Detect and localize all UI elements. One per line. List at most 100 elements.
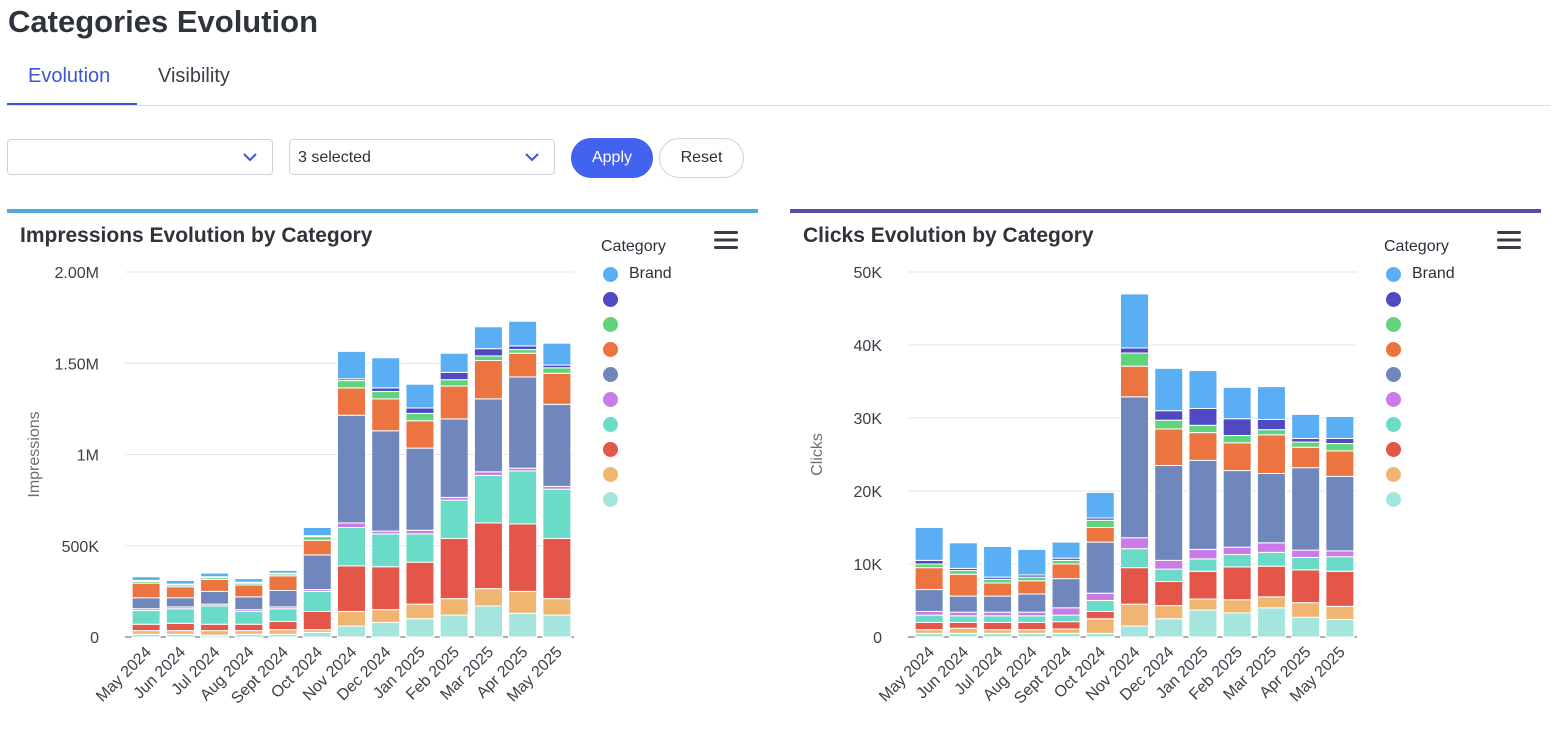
bar-segment[interactable] [405, 561, 435, 605]
hamburger-menu-icon[interactable] [1497, 230, 1521, 250]
bar-segment[interactable] [1051, 614, 1081, 623]
bar-segment[interactable] [508, 376, 538, 469]
bar-segment[interactable] [1154, 410, 1184, 421]
bar-segment[interactable] [1222, 612, 1252, 638]
bar-segment[interactable] [371, 533, 401, 568]
bar-segment[interactable] [268, 629, 298, 635]
bar-segment[interactable] [473, 326, 503, 350]
bar-segment[interactable] [1085, 618, 1115, 634]
bar-segment[interactable] [983, 582, 1013, 597]
bar-segment[interactable] [1154, 428, 1184, 466]
bar-segment[interactable] [983, 595, 1013, 613]
bar-segment[interactable] [1291, 556, 1321, 571]
bar-segment[interactable] [268, 575, 298, 591]
bar-segment[interactable] [337, 610, 366, 627]
bar-segment[interactable] [473, 588, 503, 607]
bar-segment[interactable] [1188, 432, 1218, 461]
bar-segment[interactable] [200, 630, 230, 636]
bar-segment[interactable] [302, 631, 332, 638]
bar-segment[interactable] [1188, 558, 1218, 572]
bar-segment[interactable] [473, 348, 503, 357]
bar-segment[interactable] [1188, 459, 1218, 550]
bar-segment[interactable] [508, 349, 538, 354]
bar-segment[interactable] [1222, 599, 1252, 614]
bar-segment[interactable] [371, 430, 401, 532]
bar-segment[interactable] [337, 565, 366, 612]
bar-segment[interactable] [508, 352, 538, 378]
bar-segment[interactable] [1017, 611, 1047, 617]
bar-segment[interactable] [542, 342, 572, 366]
bar-segment[interactable] [1256, 386, 1286, 420]
bar-segment[interactable] [948, 595, 978, 613]
bar-segment[interactable] [234, 596, 264, 611]
bar-segment[interactable] [1051, 559, 1081, 565]
bar-segment[interactable] [337, 527, 366, 567]
bar-segment[interactable] [165, 579, 195, 585]
bar-segment[interactable] [1120, 352, 1149, 367]
bar-segment[interactable] [405, 412, 435, 422]
bar-segment[interactable] [542, 403, 572, 487]
bar-segment[interactable] [1188, 548, 1218, 560]
bar-segment[interactable] [1154, 464, 1184, 561]
bar-segment[interactable] [337, 380, 366, 389]
bar-segment[interactable] [1051, 563, 1081, 580]
bar-segment[interactable] [948, 632, 978, 638]
bar-segment[interactable] [914, 559, 944, 565]
bar-segment[interactable] [1154, 568, 1184, 583]
bar-segment[interactable] [1051, 632, 1081, 638]
bar-segment[interactable] [337, 414, 366, 524]
bar-segment[interactable] [1017, 629, 1047, 634]
bar-segment[interactable] [131, 576, 161, 581]
bar-segment[interactable] [1222, 566, 1252, 601]
bar-segment[interactable] [1325, 443, 1355, 452]
bar-segment[interactable] [542, 372, 572, 405]
bar-segment[interactable] [439, 614, 469, 638]
bar-segment[interactable] [1256, 434, 1286, 474]
bar-segment[interactable] [200, 605, 230, 625]
bar-segment[interactable] [131, 610, 161, 625]
bar-segment[interactable] [473, 605, 503, 638]
bar-segment[interactable] [200, 572, 230, 578]
tab-evolution[interactable]: Evolution [28, 65, 111, 87]
bar-segment[interactable] [1325, 475, 1355, 552]
bar-segment[interactable] [914, 527, 944, 561]
bar-segment[interactable] [1051, 621, 1081, 630]
bar-segment[interactable] [439, 598, 469, 616]
bar-segment[interactable] [1017, 621, 1047, 631]
bar-segment[interactable] [1085, 600, 1115, 612]
first-filter-select[interactable] [7, 139, 273, 175]
bar-segment[interactable] [371, 387, 401, 393]
bar-segment[interactable] [914, 589, 944, 612]
bar-segment[interactable] [371, 398, 401, 432]
bar-segment[interactable] [371, 566, 401, 611]
bar-segment[interactable] [1188, 408, 1218, 426]
bar-segment[interactable] [983, 632, 1013, 638]
bar-segment[interactable] [1051, 607, 1081, 616]
bar-segment[interactable] [1120, 537, 1149, 550]
bar-segment[interactable] [1291, 569, 1321, 604]
bar-segment[interactable] [473, 471, 503, 476]
bar-segment[interactable] [1120, 603, 1149, 627]
bar-segment[interactable] [1120, 347, 1149, 354]
tab-visibility[interactable]: Visibility [158, 65, 230, 87]
bar-segment[interactable] [1188, 609, 1218, 638]
reset-button[interactable]: Reset [659, 138, 744, 178]
apply-button[interactable]: Apply [571, 138, 653, 178]
bar-segment[interactable] [439, 379, 469, 387]
bar-segment[interactable] [1222, 418, 1252, 437]
bar-segment[interactable] [914, 567, 944, 591]
bar-segment[interactable] [439, 352, 469, 373]
bar-segment[interactable] [1017, 576, 1047, 582]
bar-segment[interactable] [1017, 615, 1047, 623]
bar-segment[interactable] [1222, 554, 1252, 568]
bar-segment[interactable] [405, 618, 435, 638]
bar-segment[interactable] [131, 597, 161, 610]
bar-segment[interactable] [371, 609, 401, 623]
bar-segment[interactable] [405, 383, 435, 409]
bar-segment[interactable] [948, 621, 978, 629]
bar-segment[interactable] [302, 527, 332, 537]
bar-segment[interactable] [1325, 618, 1355, 638]
bar-segment[interactable] [439, 499, 469, 539]
bar-segment[interactable] [1291, 467, 1321, 551]
bar-segment[interactable] [1017, 580, 1047, 595]
